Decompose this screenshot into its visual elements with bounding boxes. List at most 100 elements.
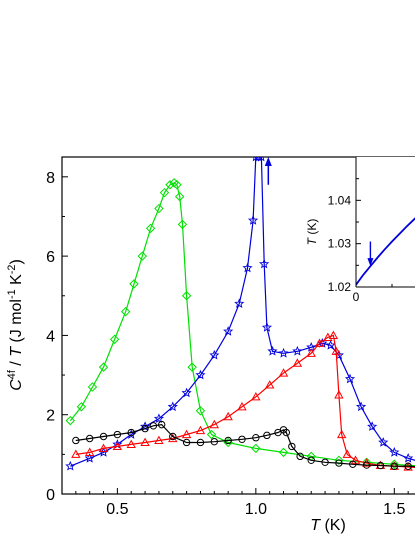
series-circle (72, 420, 415, 470)
data-point-diamond (334, 455, 344, 466)
x-tick-label: 1.5 (383, 501, 405, 518)
inset-series-line (356, 217, 415, 286)
data-point-star (367, 421, 378, 431)
data-point-diamond (389, 459, 400, 469)
main-x-axis: 0.5 1.0 1.5 (75, 488, 409, 518)
data-point-circle (362, 461, 371, 469)
data-point-star (378, 437, 389, 447)
inset-plot-background (356, 157, 415, 287)
data-point-star (292, 345, 303, 356)
data-point-triangle (314, 338, 325, 347)
inset-y-tick-label: 1.04 (328, 193, 352, 207)
data-point-circle (296, 452, 304, 461)
data-point-diamond (187, 362, 197, 372)
data-point-circle (321, 458, 329, 466)
data-point-circle (127, 428, 135, 437)
data-point-star (181, 387, 192, 398)
data-point-triangle (71, 449, 81, 458)
data-point-triangle (342, 449, 352, 458)
data-point-star (248, 215, 259, 225)
data-point-diamond (172, 180, 182, 190)
data-point-circle (141, 424, 149, 433)
data-point-circle (210, 437, 219, 446)
data-point-star (258, 157, 265, 162)
data-point-diamond (65, 415, 76, 426)
data-point-circle (224, 436, 232, 445)
data-point-triangle (334, 390, 344, 399)
data-point-circle (196, 438, 205, 447)
data-point-circle (149, 422, 158, 430)
data-point-star (267, 345, 278, 356)
data-point-star (209, 349, 220, 360)
data-point-circle (390, 462, 399, 470)
data-point-diamond (129, 279, 139, 289)
data-point-diamond (98, 362, 109, 372)
data-point-triangle (223, 411, 233, 421)
y-tick-label: 0 (46, 487, 55, 504)
data-point-circle (72, 436, 80, 445)
data-point-triangle (251, 391, 261, 401)
data-point-circle (288, 442, 296, 451)
data-point-diamond (278, 447, 289, 458)
data-point-diamond (251, 443, 261, 454)
data-point-star (389, 447, 400, 457)
data-point-triangle (328, 330, 339, 339)
data-point-circle (182, 438, 191, 447)
data-point-star (223, 326, 234, 336)
data-point-triangle (154, 435, 164, 445)
data-point-diamond (159, 187, 170, 198)
data-point-triangle (195, 425, 206, 435)
data-point-circle (263, 431, 271, 440)
data-point-circle (157, 420, 166, 429)
inset-x-tick-label: 0 (353, 290, 360, 304)
inset-series-group (356, 217, 415, 286)
data-point-diamond (109, 334, 120, 345)
inset-y-axis: 1.02 1.03 1.04 (328, 178, 361, 294)
data-point-circle (404, 462, 412, 470)
data-point-star (356, 401, 367, 412)
data-point-circle (282, 428, 291, 437)
data-point-circle (238, 435, 246, 443)
data-point-circle (169, 432, 177, 441)
arrow-head (367, 258, 374, 267)
data-point-triangle (306, 348, 316, 357)
main-y-axis-title: C4f / T (J mol-1 K-2) (6, 259, 25, 391)
data-point-triangle (98, 443, 109, 452)
data-point-triangle (209, 419, 219, 429)
data-point-circle (113, 430, 122, 439)
data-point-diamond (165, 180, 175, 190)
data-point-triangle (237, 401, 247, 411)
data-point-triangle (337, 429, 347, 439)
arrow-head (264, 157, 272, 166)
y-tick-label: 4 (46, 328, 55, 345)
data-point-star (344, 373, 356, 384)
inset-y-tick-label: 1.03 (328, 237, 352, 251)
x-tick-label: 0.5 (106, 501, 128, 518)
data-point-triangle (168, 433, 178, 443)
data-point-star (167, 401, 178, 412)
main-series-group (65, 157, 415, 471)
data-point-diamond (195, 406, 206, 416)
data-point-star (234, 298, 245, 309)
data-point-star (242, 262, 253, 273)
data-point-star (278, 347, 289, 358)
x-tick-label: 1.0 (245, 501, 267, 518)
inset-annotations (367, 241, 374, 267)
data-point-triangle (292, 358, 303, 367)
series-line-triangle (75, 334, 415, 468)
series-line-circle (75, 423, 415, 468)
data-point-triangle (278, 368, 289, 377)
data-point-diamond (120, 306, 131, 317)
data-point-diamond (145, 223, 156, 234)
data-point-star (84, 452, 95, 463)
y-tick-label: 6 (46, 249, 55, 266)
data-point-diamond (174, 191, 185, 202)
data-point-triangle (112, 441, 123, 450)
main-x-axis-title: T (K) (310, 517, 346, 534)
data-point-circle (376, 461, 385, 470)
series-triangle (71, 330, 415, 471)
data-point-circle (85, 434, 94, 443)
inset-y-tick-label: 1.02 (328, 280, 352, 294)
data-point-circle (349, 460, 357, 468)
